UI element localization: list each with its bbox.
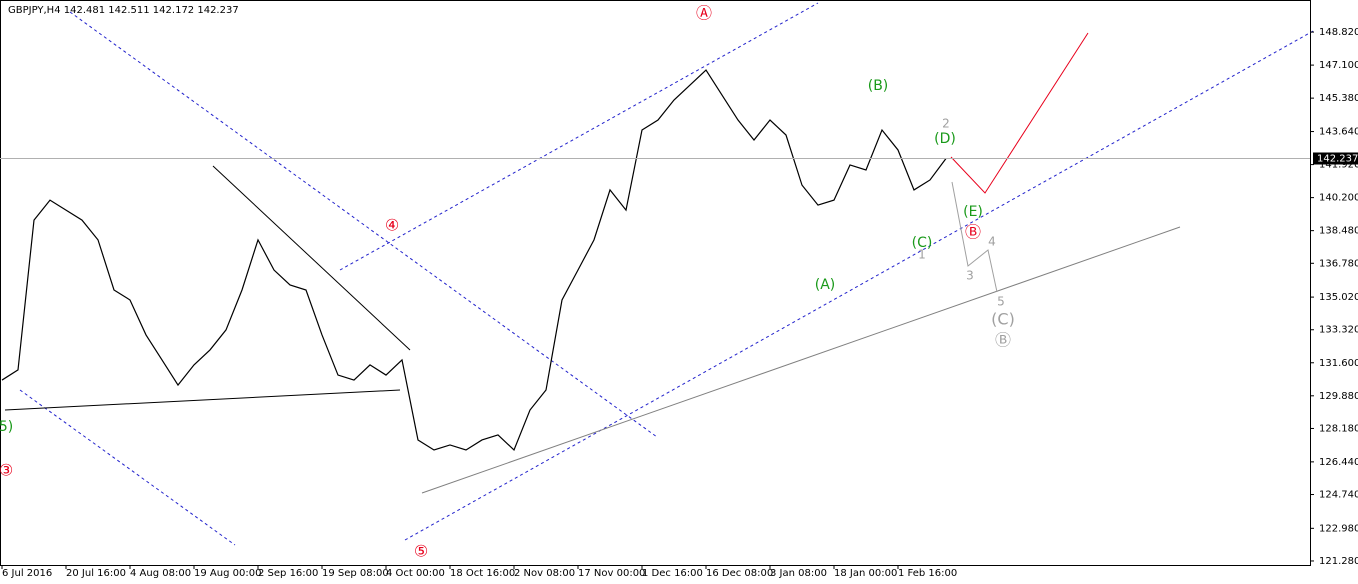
x-tick-label: 4 Oct 00:00	[386, 568, 445, 579]
y-tick-label: 143.640	[1319, 127, 1358, 138]
y-tick-label: 141.920	[1319, 160, 1358, 171]
x-tick-label: 19 Sep 08:00	[322, 568, 389, 579]
y-tick-label: 147.100	[1319, 60, 1358, 71]
y-tick-label: 136.780	[1319, 258, 1358, 269]
wave-label: (E)	[963, 204, 983, 220]
wave-label: (C)	[912, 235, 933, 251]
wave-label: (D)	[934, 131, 956, 147]
wave-labels: Ⓐ ④ ⑤ ③ 5) Ⓑ (A) (B) (C) (D) (E) 1 2 3 4…	[0, 4, 1015, 561]
wave-label: 4	[988, 235, 996, 249]
x-tick-label: 3 Jan 08:00	[770, 568, 827, 579]
x-tick-label: 20 Jul 16:00	[66, 568, 126, 579]
x-tick-label: 17 Nov 00:00	[578, 568, 645, 579]
y-tick-label: 128.180	[1319, 423, 1358, 434]
y-tick-label: 126.440	[1319, 457, 1358, 468]
x-tick-label: 2 Nov 08:00	[514, 568, 575, 579]
wave-label: 5)	[0, 419, 13, 435]
y-tick-label: 135.020	[1319, 292, 1358, 303]
wave-label: 5	[997, 295, 1005, 309]
y-tick-label: 133.320	[1319, 325, 1358, 336]
wave-label: Ⓑ	[995, 331, 1011, 350]
last-price-label: 142.237	[1317, 153, 1358, 164]
x-tick-label: 19 Aug 00:00	[194, 568, 261, 579]
y-tick-label: 121.280	[1319, 556, 1358, 567]
chart-title: GBPJPY,H4 142.481 142.511 142.172 142.23…	[8, 5, 239, 16]
wave-label: ⑤	[414, 542, 428, 561]
wave-label: (A)	[815, 277, 836, 293]
y-tick-label: 138.480	[1319, 226, 1358, 237]
plot-frame	[0, 0, 1311, 566]
y-tick-label: 122.980	[1319, 523, 1358, 534]
x-tick-label: 2 Sep 16:00	[258, 568, 318, 579]
trend-line	[4, 389, 401, 411]
wave-label: (B)	[868, 78, 889, 94]
wave-label: 1	[918, 248, 926, 262]
trend-line	[421, 226, 1181, 494]
x-tick-label: 18 Jan 00:00	[834, 568, 897, 579]
x-tick-label: 4 Aug 08:00	[130, 568, 191, 579]
drawings	[4, 2, 1316, 546]
y-tick-label: 145.380	[1319, 93, 1358, 104]
wave-label: 2	[942, 117, 950, 131]
y-tick-label: 129.880	[1319, 391, 1358, 402]
forecast-path	[950, 32, 1089, 194]
y-tick-label: 131.600	[1319, 358, 1358, 369]
y-tick-label: 140.200	[1319, 193, 1358, 204]
wave-label: Ⓑ	[965, 223, 981, 242]
x-tick-label: 1 Dec 16:00	[642, 568, 703, 579]
channel-line	[339, 2, 819, 271]
x-tick-label: 1 Feb 16:00	[898, 568, 957, 579]
x-tick-label: 18 Oct 16:00	[450, 568, 515, 579]
trend-line	[69, 11, 658, 438]
trend-line	[19, 389, 236, 546]
wave-label: Ⓐ	[696, 4, 712, 23]
x-tick-label: 6 Jul 2016	[2, 568, 52, 579]
trend-line	[212, 165, 411, 351]
wave-label: 3	[966, 269, 974, 283]
wave-label: ③	[0, 461, 13, 480]
wave-label: (C)	[991, 310, 1015, 329]
forecast-path	[951, 181, 998, 293]
y-tick-label: 124.740	[1319, 490, 1358, 501]
x-tick-label: 16 Dec 08:00	[706, 568, 773, 579]
price-line	[1, 69, 947, 452]
y-tick-label: 148.820	[1319, 27, 1358, 38]
last-price-box	[1313, 152, 1358, 165]
wave-label: ④	[385, 216, 399, 235]
